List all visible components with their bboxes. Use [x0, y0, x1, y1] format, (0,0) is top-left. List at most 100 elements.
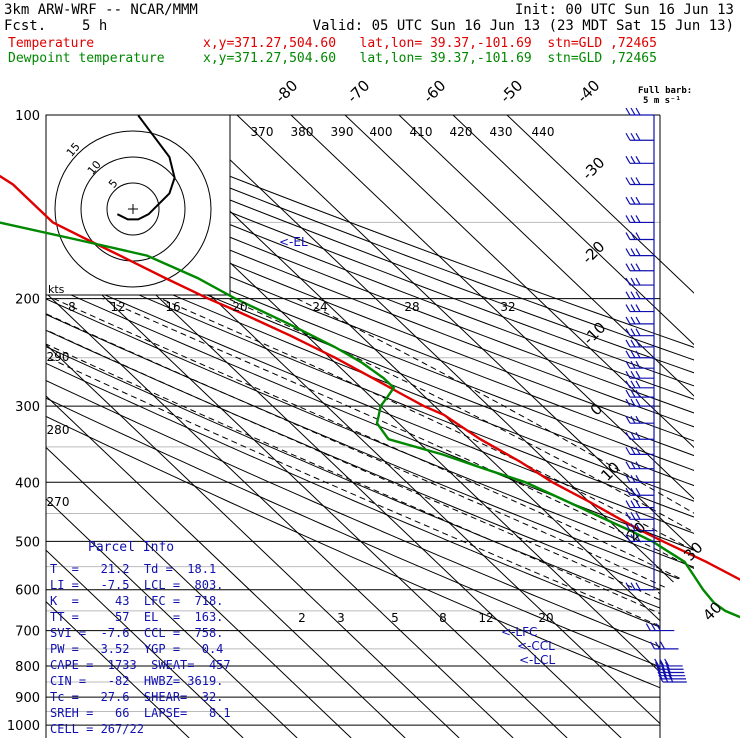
- wind-barb: [625, 304, 654, 313]
- isotherm-line: [236, 115, 694, 738]
- wind-barb: [625, 500, 654, 509]
- isotherm-line: [46, 115, 568, 738]
- wind-barb: [625, 215, 654, 224]
- hodo-scale-label: 28: [404, 300, 419, 314]
- wind-barb: [625, 380, 654, 389]
- pressure-tick-label: 900: [15, 691, 40, 706]
- moist-adiabat: [296, 298, 694, 726]
- theta-label: 370: [251, 125, 274, 139]
- theta-label: 410: [410, 125, 433, 139]
- mixing-ratio-line: [654, 589, 694, 726]
- pressure-tick-label: 300: [15, 400, 40, 415]
- dry-adiabat: [46, 115, 694, 738]
- barb-legend-title: Full barb:: [638, 86, 693, 96]
- pressure-tick-label: 600: [15, 584, 40, 599]
- wind-barb: [625, 177, 654, 186]
- dry-adiabat: [46, 115, 694, 738]
- theta-side-label: 290: [47, 350, 70, 364]
- wind-barb: [625, 248, 654, 257]
- pressure-tick-label: 500: [15, 535, 40, 550]
- dry-adiabat: [46, 115, 694, 738]
- temperature-legend: Temperature: [8, 36, 95, 51]
- theta-label: 390: [331, 125, 354, 139]
- hodograph-trace: [116, 114, 176, 221]
- wind-barb: [625, 107, 654, 116]
- pressure-tick-label: 1000: [7, 719, 40, 734]
- wind-barb: [625, 339, 654, 348]
- mixing-ratio-label: 2: [298, 611, 306, 625]
- dry-adiabat: [46, 115, 694, 738]
- mixing-ratio-label: 8: [439, 611, 447, 625]
- isotherm-line: [182, 115, 694, 738]
- isotherm-label: -60: [419, 76, 449, 106]
- dry-adiabat: [46, 115, 694, 738]
- wind-barb: [625, 447, 654, 455]
- parcel-marker-label: <-CCL: [517, 639, 555, 653]
- wind-barb: [625, 461, 654, 470]
- parcel-row: TT = 57 EL = 163.: [50, 610, 224, 624]
- wind-barb: [625, 277, 654, 286]
- theta-label: 430: [490, 125, 513, 139]
- wind-barb: [625, 291, 654, 300]
- wind-barb: [625, 582, 654, 591]
- wind-barb: [625, 196, 654, 205]
- wind-barb: [625, 316, 654, 325]
- isotherm-line: [46, 115, 298, 738]
- dewpoint-trace: [0, 221, 740, 619]
- wind-barb: [625, 398, 654, 407]
- parcel-marker-label: <-EL: [279, 235, 308, 249]
- parcel-row: SREH = 66 LAPSE= 8.1: [50, 706, 231, 720]
- isotherm-line: [46, 115, 190, 738]
- mixing-ratio-lines: [654, 589, 694, 726]
- wind-barb: [625, 534, 654, 543]
- dry-adiabat: [46, 115, 694, 738]
- pressure-tick-label: 400: [15, 476, 40, 491]
- parcel-row: CAPE = 1733 SWEAT= 457: [50, 658, 231, 672]
- hodo-scale-label: 8: [68, 300, 76, 314]
- wind-barb: [656, 668, 686, 677]
- dry-adiabat: [46, 115, 694, 738]
- wind-barb: [625, 487, 654, 496]
- mixing-ratio-label: 5: [391, 611, 399, 625]
- mixing-ratio-label: 20: [538, 611, 553, 625]
- pressure-tick-label: 200: [15, 293, 40, 308]
- forecast-hour: 5 h: [82, 18, 108, 34]
- parcel-marker-label: <-LFC: [501, 625, 537, 639]
- isotherm-line: [452, 115, 694, 738]
- isotherm-label: -70: [343, 76, 373, 106]
- dry-adiabat: [46, 115, 694, 738]
- wind-barb: [625, 370, 654, 379]
- dry-adiabat: [46, 115, 694, 738]
- dry-adiabat: [46, 115, 694, 738]
- isotherm-label: 0: [587, 400, 606, 419]
- parcel-row: LI = -7.5 LCL = 803.: [50, 578, 224, 592]
- theta-label: 440: [532, 125, 555, 139]
- wind-barb: [649, 641, 679, 650]
- wind-barb: [625, 132, 654, 141]
- model-title: 3km ARW-WRF -- NCAR/MMM: [4, 2, 198, 18]
- dry-adiabat: [46, 115, 694, 738]
- wind-barb: [625, 475, 654, 483]
- isotherm-line: [46, 115, 352, 738]
- wind-barb: [625, 523, 654, 532]
- barb-legend-unit: 5 m s⁻¹: [643, 96, 681, 106]
- wind-barb: [625, 328, 654, 337]
- dewpoint-location: x,y=371.27,504.60 lat,lon= 39.37,-101.69…: [203, 51, 657, 66]
- isotherm-line: [290, 115, 694, 738]
- dry-adiabat: [46, 115, 694, 738]
- wind-barb: [625, 232, 654, 241]
- mixing-ratio-label: 12: [478, 611, 493, 625]
- isotherm-line: [344, 115, 694, 738]
- wind-barbs: [625, 107, 687, 683]
- sounding-traces: [0, 174, 740, 619]
- temperature-trace: [0, 174, 740, 581]
- wind-barb: [625, 512, 654, 520]
- hodo-scale-label: 24: [312, 300, 327, 314]
- moist-adiabat: [227, 298, 694, 726]
- parcel-row: Tc = 27.6 SHEAR= 32.: [50, 690, 224, 704]
- wind-barb: [625, 350, 654, 359]
- theta-side-label: 270: [47, 495, 70, 509]
- parcel-row: PW = 3.52 YGP = 0.4: [50, 642, 224, 656]
